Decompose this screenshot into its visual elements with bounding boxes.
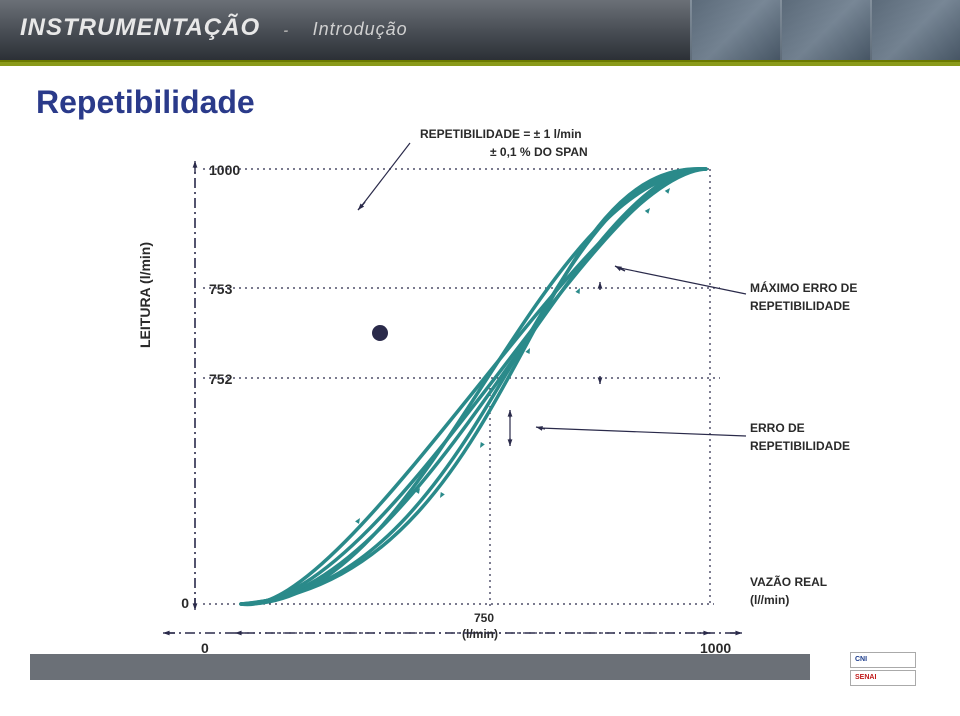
logo-cni: CNI (850, 652, 916, 668)
svg-text:± 0,1 % DO SPAN: ± 0,1 % DO SPAN (490, 145, 588, 159)
header-images (690, 0, 960, 60)
svg-text:753: 753 (209, 281, 233, 297)
header-bar: INSTRUMENTAÇÃO - Introdução (0, 0, 960, 62)
svg-text:REPETIBILIDADE: REPETIBILIDADE (750, 299, 850, 313)
header-photo-2 (780, 0, 870, 60)
repeatability-chart: LEITURA (l/min) VAZÃO REAL (l//min) 1000 753… (60, 88, 900, 668)
svg-text:1000: 1000 (209, 162, 240, 178)
header-main-text: INSTRUMENTAÇÃO (20, 14, 260, 41)
main-content: Repetibilidade LEITURA (l/min)VAZÃO REAL… (0, 66, 960, 698)
header-photo-1 (690, 0, 780, 60)
svg-text:0: 0 (181, 595, 189, 611)
svg-text:(l//min): (l//min) (750, 593, 789, 607)
svg-text:LEITURA (l/min): LEITURA (l/min) (137, 242, 153, 348)
svg-text:REPETIBILIDADE = ± 1 l/min: REPETIBILIDADE = ± 1 l/min (420, 127, 582, 141)
header-subtitle: Introdução (313, 19, 408, 39)
footer-logos: CNI SENAI (850, 652, 930, 686)
svg-text:VAZÃO REAL: VAZÃO REAL (750, 574, 827, 589)
chart-container: LEITURA (l/min) VAZÃO REAL (l//min) 1000 753… (60, 88, 900, 668)
header-photo-3 (870, 0, 960, 60)
footer-bar (30, 654, 810, 680)
svg-text:750: 750 (474, 611, 494, 625)
svg-text:(l/min): (l/min) (462, 627, 498, 641)
svg-text:ERRO DE: ERRO DE (750, 421, 805, 435)
svg-text:REPETIBILIDADE: REPETIBILIDADE (750, 439, 850, 453)
svg-text:752: 752 (209, 371, 233, 387)
logo-senai: SENAI (850, 670, 916, 686)
header-title: INSTRUMENTAÇÃO - Introdução (20, 14, 408, 42)
svg-text:MÁXIMO ERRO DE: MÁXIMO ERRO DE (750, 280, 857, 295)
